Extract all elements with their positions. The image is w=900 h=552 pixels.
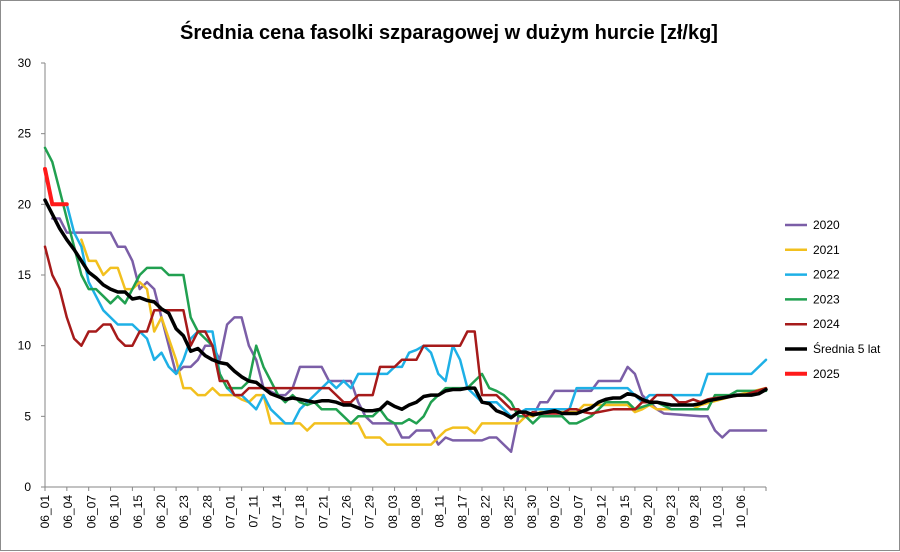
- legend-label: 2021: [813, 243, 840, 257]
- x-tick-label: 08_17: [455, 495, 469, 529]
- x-tick-label: 07_01: [224, 495, 238, 529]
- series-line-2022: [58, 203, 768, 425]
- x-tick-label: 09_02: [548, 495, 562, 529]
- x-tick-label: 06_15: [131, 495, 145, 529]
- x-tick-label: 06_10: [108, 495, 122, 529]
- x-tick-label: 08_08: [409, 495, 423, 529]
- series-line-2024: [43, 245, 768, 418]
- x-tick-label: 09_28: [687, 495, 701, 529]
- legend-label: 2025: [813, 367, 840, 381]
- x-tick-label: 06_07: [84, 495, 98, 529]
- x-axis: 06_01 06_04 06_07 06_10 06_15 06_20 06_23 06_28…: [38, 487, 767, 529]
- series-line-średnia-5-lat: [43, 198, 768, 420]
- y-tick-label: 10: [18, 339, 32, 353]
- legend-label: 2023: [813, 292, 840, 306]
- series-line-2025: [43, 167, 69, 207]
- legend-label: 2022: [813, 268, 840, 282]
- x-tick-label: 07_14: [270, 495, 284, 529]
- legend-label: 2024: [813, 317, 840, 331]
- x-tick-label: 06_04: [61, 495, 75, 529]
- x-tick-label: 06_20: [154, 495, 168, 529]
- y-tick-label: 5: [24, 409, 31, 423]
- chart-title: Średnia cena fasolki szparagowej w dużym…: [180, 20, 718, 44]
- x-tick-label: 10_03: [711, 495, 725, 529]
- x-tick-label: 08_03: [386, 495, 400, 529]
- series-line-2021: [80, 238, 768, 446]
- y-tick-label: 20: [18, 197, 32, 211]
- series-line-2023: [43, 146, 768, 425]
- legend-label: 2020: [813, 218, 840, 232]
- x-tick-label: 07_26: [339, 495, 353, 529]
- x-tick-label: 07_11: [247, 495, 261, 528]
- y-axis: 0 5 10 15 20 25 30: [18, 56, 45, 494]
- series-layer: [43, 146, 768, 453]
- x-tick-label: 09_07: [571, 495, 585, 529]
- x-tick-label: 08_11: [432, 495, 446, 528]
- x-tick-label: 08_22: [479, 495, 493, 529]
- x-tick-label: 10_06: [734, 495, 748, 529]
- x-tick-label: 09_15: [618, 495, 632, 529]
- y-tick-label: 25: [18, 127, 32, 141]
- x-tick-label: 06_28: [200, 495, 214, 529]
- x-tick-label: 06_23: [177, 495, 191, 529]
- x-tick-label: 09_12: [595, 495, 609, 529]
- series-line-2020: [51, 217, 768, 453]
- legend-label: Średnia 5 lat: [813, 341, 881, 356]
- legend: 2020 2021 2022 2023 2024 Średnia 5 lat 2025: [785, 218, 881, 381]
- x-tick-label: 07_21: [316, 495, 330, 529]
- plot-area: [44, 63, 766, 488]
- y-tick-label: 0: [24, 480, 31, 494]
- x-tick-label: 09_23: [664, 495, 678, 529]
- x-tick-label: 08_25: [502, 495, 516, 529]
- x-tick-label: 06_01: [38, 495, 52, 529]
- x-tick-label: 09_20: [641, 495, 655, 529]
- x-tick-label: 08_30: [525, 495, 539, 529]
- x-tick-label: 07_18: [293, 495, 307, 529]
- y-tick-label: 30: [18, 56, 32, 70]
- x-tick-label: 07_29: [363, 495, 377, 529]
- y-tick-label: 15: [18, 268, 32, 282]
